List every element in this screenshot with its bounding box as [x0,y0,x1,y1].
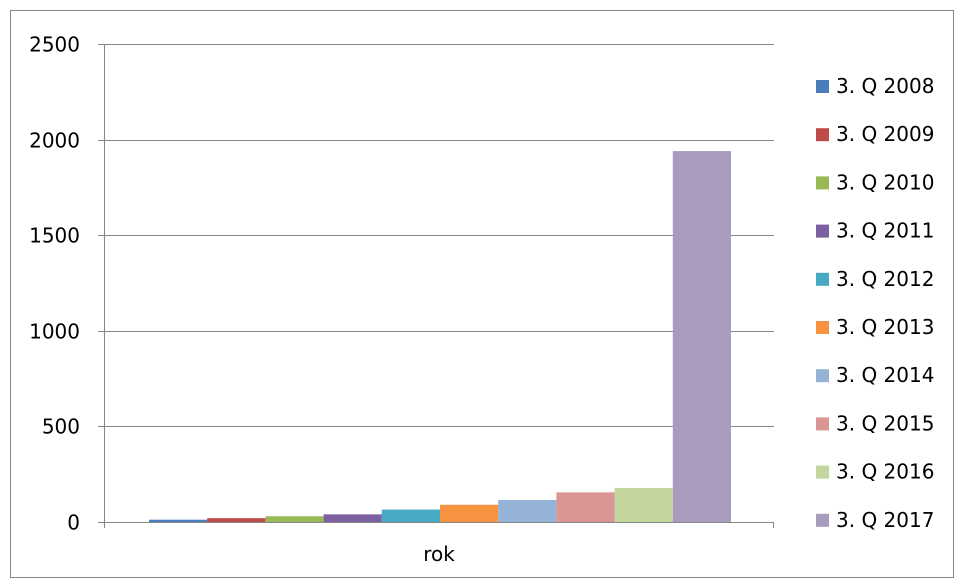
gridlines [104,44,774,427]
chart-border [10,10,954,578]
legend-swatch [816,465,829,479]
y-tick-label: 0 [67,511,80,535]
bar-3-q-2013 [440,504,499,522]
y-tick-label: 1000 [29,320,80,344]
legend-label: 3. Q 2014 [836,363,934,387]
y-tick-label: 2000 [29,129,80,153]
y-tick-label: 500 [42,415,80,439]
bar-3-q-2015 [556,492,615,522]
legend-swatch [816,176,829,190]
legend-swatch [816,513,829,527]
legend-swatch [816,80,829,93]
legend-label: 3. Q 2015 [836,411,934,435]
x-category-label: rok [423,542,455,566]
legend-label: 3. Q 2011 [836,219,934,243]
bar-3-q-2011 [323,514,382,522]
legend-swatch [816,128,829,142]
legend-label: 3. Q 2009 [836,122,934,146]
legend-label: 3. Q 2010 [836,170,934,194]
bar-3-q-2008 [149,519,208,522]
y-tick-labels: 0 500 1000 1500 2000 2500 [29,33,80,535]
legend-swatch [816,417,829,431]
bar-3-q-2010 [265,516,324,522]
bar-3-q-2017 [672,151,731,522]
y-tick-label: 1500 [29,224,80,248]
bar-3-q-2014 [498,500,557,522]
bars [149,151,731,522]
bar-3-q-2009 [207,518,266,522]
axes [98,44,774,528]
legend-label: 3. Q 2008 [836,74,934,98]
legend-label: 3. Q 2016 [836,460,934,484]
legend-swatch [816,369,829,383]
legend-swatch [816,272,829,286]
legend-swatch [816,224,829,238]
y-tick-label: 2500 [29,33,80,57]
legend-label: 3. Q 2013 [836,315,934,339]
legend-label: 3. Q 2017 [836,508,934,532]
bar-3-q-2016 [614,487,673,522]
bar-3-q-2012 [381,509,440,522]
legend-label: 3. Q 2012 [836,267,934,291]
legend: 3. Q 2008 3. Q 2009 3. Q 2010 3. Q 2011 3. Q… [816,74,934,532]
legend-swatch [816,321,829,334]
